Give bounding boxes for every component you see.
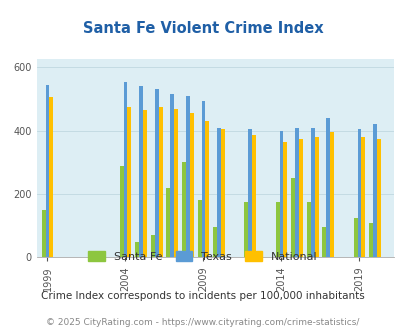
Bar xyxy=(248,129,252,257)
Bar xyxy=(217,127,220,257)
Bar xyxy=(41,210,45,257)
Bar xyxy=(294,127,298,257)
Bar xyxy=(372,124,376,257)
Bar xyxy=(174,109,178,257)
Bar xyxy=(190,113,193,257)
Bar xyxy=(49,97,53,257)
Bar xyxy=(143,110,147,257)
Bar xyxy=(310,127,314,257)
Bar xyxy=(213,227,217,257)
Bar xyxy=(357,129,360,257)
Bar xyxy=(185,96,190,257)
Bar xyxy=(326,118,329,257)
Bar xyxy=(45,85,49,257)
Bar xyxy=(252,135,256,257)
Bar xyxy=(150,235,154,257)
Bar xyxy=(154,89,158,257)
Bar xyxy=(170,94,174,257)
Bar xyxy=(166,188,170,257)
Bar xyxy=(205,121,209,257)
Bar xyxy=(290,178,294,257)
Bar xyxy=(314,137,318,257)
Bar xyxy=(376,139,380,257)
Bar xyxy=(298,139,302,257)
Bar xyxy=(201,101,205,257)
Bar xyxy=(220,129,224,257)
Bar xyxy=(306,202,310,257)
Legend: Santa Fe, Texas, National: Santa Fe, Texas, National xyxy=(84,247,321,267)
Bar xyxy=(329,132,333,257)
Bar xyxy=(181,162,185,257)
Bar xyxy=(322,227,326,257)
Bar xyxy=(360,137,364,257)
Bar xyxy=(275,202,279,257)
Text: © 2025 CityRating.com - https://www.cityrating.com/crime-statistics/: © 2025 CityRating.com - https://www.city… xyxy=(46,318,359,327)
Text: Santa Fe Violent Crime Index: Santa Fe Violent Crime Index xyxy=(83,21,322,36)
Bar xyxy=(139,86,143,257)
Bar xyxy=(119,166,123,257)
Bar xyxy=(135,242,139,257)
Bar xyxy=(244,202,248,257)
Bar xyxy=(158,107,162,257)
Bar xyxy=(123,82,127,257)
Bar xyxy=(368,222,372,257)
Bar xyxy=(353,218,357,257)
Bar xyxy=(127,107,131,257)
Text: Crime Index corresponds to incidents per 100,000 inhabitants: Crime Index corresponds to incidents per… xyxy=(41,291,364,301)
Bar xyxy=(283,142,287,257)
Bar xyxy=(197,200,201,257)
Bar xyxy=(279,131,283,257)
